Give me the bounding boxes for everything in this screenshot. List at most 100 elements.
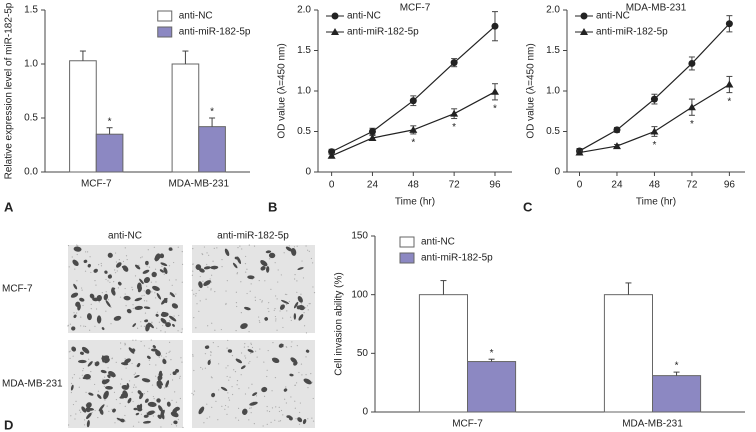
- cell: [86, 412, 92, 420]
- micrograph-texture: [275, 295, 277, 297]
- micrograph-texture: [132, 304, 134, 306]
- micrograph-texture: [125, 255, 128, 257]
- micrograph-texture: [158, 356, 160, 358]
- micrograph-texture: [274, 419, 276, 421]
- micrograph-texture: [279, 310, 281, 312]
- cell: [264, 317, 268, 321]
- y-tick-label: 1.5: [297, 45, 311, 56]
- cell: [203, 266, 211, 270]
- micrograph-row-label: MCF-7: [2, 284, 33, 295]
- micrograph-texture: [134, 275, 137, 277]
- micrograph-texture: [136, 327, 139, 329]
- cell: [247, 275, 255, 280]
- cell: [147, 401, 157, 407]
- micrograph-texture: [204, 353, 207, 355]
- cell: [123, 295, 131, 301]
- significance-mark: *: [108, 116, 112, 127]
- micrograph-texture: [224, 404, 227, 407]
- micrograph-texture: [195, 327, 197, 329]
- micrograph-texture: [72, 355, 74, 357]
- micrograph-texture: [147, 249, 149, 251]
- cell: [146, 355, 151, 360]
- micrograph-texture: [254, 299, 257, 301]
- micrograph-texture: [156, 327, 158, 329]
- point: [688, 59, 696, 67]
- micrograph-texture: [138, 421, 140, 423]
- micrograph-texture: [193, 317, 195, 319]
- micrograph-texture: [276, 329, 278, 331]
- micrograph-texture: [73, 373, 75, 376]
- micrograph-texture: [147, 390, 149, 393]
- micrograph-texture: [94, 280, 96, 282]
- micrograph-texture: [220, 328, 222, 331]
- micrograph-texture: [250, 412, 252, 414]
- cell: [135, 412, 140, 416]
- micrograph-texture: [209, 416, 211, 418]
- legend-label: anti-NC: [347, 11, 381, 22]
- micrograph-texture: [120, 348, 122, 350]
- micrograph-texture: [240, 352, 243, 354]
- micrograph-texture: [268, 302, 270, 304]
- micrograph-texture: [209, 278, 211, 280]
- micrograph-texture: [131, 286, 133, 288]
- micrograph-texture: [271, 407, 274, 409]
- micrograph-texture: [311, 417, 313, 419]
- micrograph-texture: [146, 265, 148, 267]
- cell: [145, 260, 149, 266]
- cell: [152, 285, 160, 291]
- micrograph-texture: [294, 278, 296, 280]
- micrograph-texture: [132, 425, 135, 427]
- significance-mark: *: [675, 361, 679, 372]
- micrograph-texture: [111, 357, 113, 359]
- micrograph-texture: [193, 293, 195, 295]
- micrograph-texture: [141, 295, 143, 297]
- y-tick-label: 1.0: [546, 86, 560, 97]
- cell: [158, 372, 163, 377]
- micrograph-texture: [248, 244, 250, 246]
- cell: [203, 280, 211, 287]
- micrograph-texture: [208, 254, 210, 256]
- micrograph-texture: [140, 321, 142, 323]
- micrograph-texture: [168, 320, 171, 322]
- cell: [236, 256, 242, 264]
- micrograph-texture: [74, 268, 76, 270]
- micrograph-texture: [267, 307, 269, 310]
- micrograph-texture: [270, 421, 272, 423]
- point: [725, 80, 734, 88]
- x-tick-label: 48: [649, 180, 661, 191]
- micrograph-texture: [94, 409, 96, 412]
- micrograph-texture: [263, 361, 265, 363]
- cell: [240, 365, 246, 370]
- micrograph-texture: [263, 395, 266, 397]
- micrograph-texture: [143, 393, 145, 395]
- micrograph-texture: [217, 419, 219, 421]
- micrograph-texture: [69, 323, 72, 325]
- micrograph-texture: [115, 398, 118, 401]
- cell: [151, 271, 157, 278]
- cell: [94, 361, 100, 367]
- bar: [198, 126, 226, 173]
- micrograph-texture: [120, 342, 122, 344]
- micrograph-texture: [89, 378, 91, 381]
- micrograph-texture: [221, 265, 223, 268]
- cell: [71, 326, 76, 331]
- micrograph-texture: [262, 425, 264, 427]
- cell: [107, 274, 113, 279]
- point: [725, 20, 733, 28]
- micrograph-texture: [294, 384, 296, 387]
- micrograph-texture: [178, 314, 180, 317]
- cell: [85, 406, 91, 413]
- micrograph-texture: [294, 274, 296, 276]
- micrograph-texture: [95, 284, 97, 286]
- cell: [172, 371, 177, 375]
- cell: [79, 297, 85, 302]
- micrograph-texture: [131, 288, 134, 291]
- micrograph-texture: [109, 281, 111, 283]
- micrograph-texture: [277, 269, 279, 271]
- micrograph-texture: [135, 365, 137, 367]
- micrograph-texture: [165, 356, 167, 358]
- cell: [141, 378, 151, 383]
- cell: [289, 373, 294, 377]
